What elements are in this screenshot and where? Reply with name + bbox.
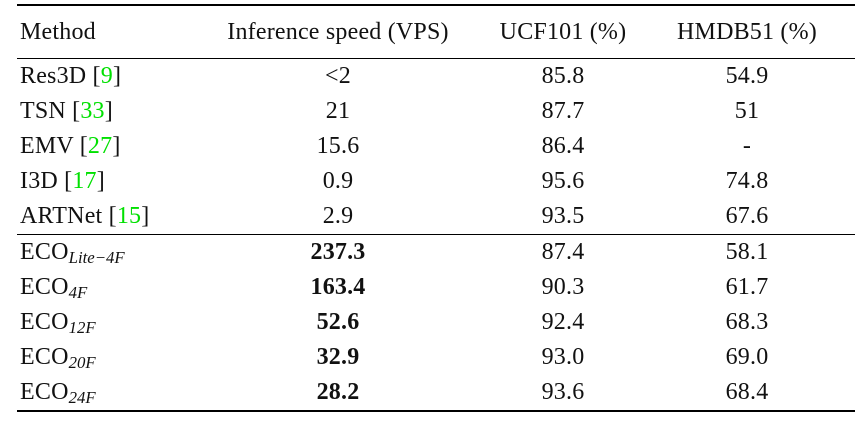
table-header: Method Inference speed (VPS) UCF101 (%) …	[17, 5, 855, 59]
speed-cell: 21	[325, 98, 351, 124]
method-cell: ARTNet [15]	[17, 199, 189, 235]
method-cell: EMV [27]	[17, 129, 189, 164]
method-subscript: 4F	[68, 283, 88, 303]
header-inference-speed: Inference speed (VPS)	[227, 18, 449, 45]
method-name: ARTNet	[20, 203, 103, 229]
hmdb51-cell: 67.6	[725, 203, 769, 229]
ucf101-cell: 95.6	[541, 168, 585, 194]
table-row: ARTNet [15] 2.9 93.5 67.6	[17, 199, 855, 235]
ucf101-cell: 85.8	[541, 63, 585, 89]
citation-bracket-open: [	[86, 63, 101, 89]
method-name: ECO	[20, 274, 69, 300]
results-table: Method Inference speed (VPS) UCF101 (%) …	[17, 4, 855, 412]
hmdb51-cell: 68.3	[725, 309, 769, 335]
table-row: ECO20F 32.9 93.0 69.0	[17, 340, 855, 375]
citation-bracket-close: ]	[141, 203, 150, 229]
speed-cell: 15.6	[316, 133, 360, 159]
table-row: ECOLite−4F 237.3 87.4 58.1	[17, 235, 855, 271]
method-name: Res3D	[20, 63, 87, 89]
method-cell: ECO12F	[17, 305, 189, 340]
method-cell: Res3D [9]	[17, 59, 189, 95]
ucf101-cell: 90.3	[541, 274, 585, 300]
speed-cell: 163.4	[310, 274, 366, 300]
method-cell: ECO20F	[17, 340, 189, 375]
hmdb51-cell: 68.4	[725, 379, 769, 405]
method-name: TSN	[20, 98, 66, 124]
speed-cell: 28.2	[316, 379, 360, 405]
method-subscript: Lite−4F	[68, 248, 125, 268]
speed-cell: 52.6	[316, 309, 360, 335]
citation-bracket-open: [	[65, 98, 81, 124]
ucf101-cell: 93.6	[541, 379, 585, 405]
table-row: ECO24F 28.2 93.6 68.4	[17, 375, 855, 411]
citation-bracket-open: [	[73, 133, 88, 159]
header-row: Method Inference speed (VPS) UCF101 (%) …	[17, 5, 855, 59]
ucf101-cell: 87.7	[541, 98, 585, 124]
citation-link[interactable]: 9	[100, 63, 113, 89]
citation-link[interactable]: 15	[116, 203, 142, 229]
speed-cell: <2	[325, 63, 351, 89]
hmdb51-cell: 74.8	[725, 168, 769, 194]
speed-cell: 237.3	[310, 239, 366, 265]
method-name: ECO	[20, 239, 69, 265]
speed-cell: 32.9	[316, 344, 360, 370]
hmdb51-cell: 51	[734, 98, 760, 124]
header-ucf101: UCF101 (%)	[499, 18, 627, 45]
citation-bracket-close: ]	[104, 98, 113, 124]
method-subscript: 24F	[68, 388, 96, 408]
ucf101-cell: 87.4	[541, 239, 585, 265]
method-cell: ECOLite−4F	[17, 235, 189, 271]
citation-link[interactable]: 17	[72, 168, 97, 194]
table-row: EMV [27] 15.6 86.4 -	[17, 129, 855, 164]
header-method: Method	[20, 18, 96, 45]
table-row: I3D [17] 0.9 95.6 74.8	[17, 164, 855, 199]
hmdb51-cell: 69.0	[725, 344, 769, 370]
method-name: ECO	[20, 379, 69, 405]
ucf101-cell: 86.4	[541, 133, 585, 159]
citation-bracket-close: ]	[112, 63, 122, 89]
hmdb51-cell: -	[742, 133, 752, 159]
table-row: TSN [33] 21 87.7 51	[17, 94, 855, 129]
ucf101-cell: 92.4	[541, 309, 585, 335]
method-name: ECO	[20, 309, 69, 335]
method-cell: ECO24F	[17, 375, 189, 411]
ucf101-cell: 93.5	[541, 203, 585, 229]
method-subscript: 12F	[68, 318, 96, 338]
method-cell: ECO4F	[17, 270, 189, 305]
method-subscript: 20F	[68, 353, 96, 373]
citation-link[interactable]: 33	[80, 98, 105, 124]
citation-bracket-open: [	[57, 168, 73, 194]
citation-bracket-open: [	[102, 203, 117, 229]
hmdb51-cell: 54.9	[725, 63, 769, 89]
citation-bracket-close: ]	[112, 133, 121, 159]
header-hmdb51: HMDB51 (%)	[677, 18, 817, 45]
citation-bracket-close: ]	[96, 168, 105, 194]
method-cell: TSN [33]	[17, 94, 189, 129]
method-name: EMV	[20, 133, 74, 159]
speed-cell: 2.9	[322, 203, 354, 229]
table-row: ECO12F 52.6 92.4 68.3	[17, 305, 855, 340]
table-row: Res3D [9] <2 85.8 54.9	[17, 59, 855, 95]
baseline-methods-group: Res3D [9] <2 85.8 54.9 TSN [33] 21 87.7 …	[17, 59, 855, 235]
hmdb51-cell: 58.1	[725, 239, 769, 265]
speed-cell: 0.9	[322, 168, 354, 194]
eco-methods-group: ECOLite−4F 237.3 87.4 58.1 ECO4F 163.4 9…	[17, 235, 855, 412]
method-name: I3D	[20, 168, 58, 194]
table-row: ECO4F 163.4 90.3 61.7	[17, 270, 855, 305]
ucf101-cell: 93.0	[541, 344, 585, 370]
method-cell: I3D [17]	[17, 164, 189, 199]
citation-link[interactable]: 27	[87, 133, 113, 159]
method-name: ECO	[20, 344, 69, 370]
hmdb51-cell: 61.7	[725, 274, 769, 300]
